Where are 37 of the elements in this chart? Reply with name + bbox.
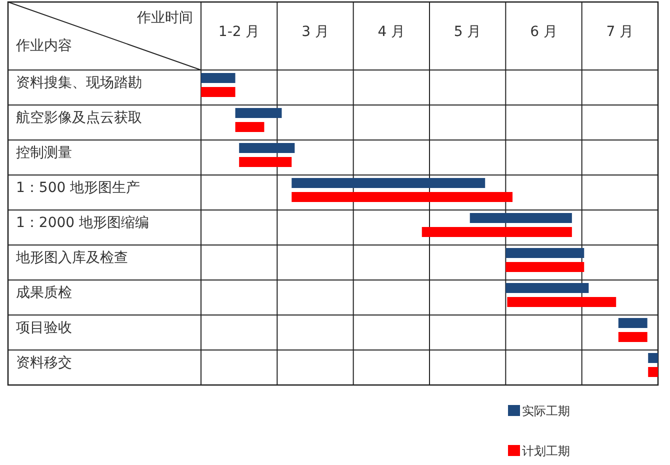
bar bbox=[239, 157, 292, 167]
bar bbox=[507, 297, 616, 307]
bar bbox=[618, 318, 648, 328]
bar bbox=[470, 213, 572, 223]
legend-label: 计划工期 bbox=[522, 444, 570, 458]
y-tick-label: 控制测量 bbox=[16, 145, 72, 161]
x-tick-label: 4 月 bbox=[378, 24, 406, 40]
bar bbox=[506, 262, 584, 272]
bar bbox=[506, 248, 584, 258]
bar bbox=[292, 192, 513, 202]
y-tick-label: 成果质检 bbox=[16, 285, 72, 301]
y-tick-label: 资料搜集、现场踏勘 bbox=[16, 75, 142, 91]
bar bbox=[422, 227, 572, 237]
y-tick-label: 1：500 地形图生产 bbox=[16, 180, 140, 196]
x-tick-label: 7 月 bbox=[606, 24, 634, 40]
bar bbox=[201, 87, 236, 97]
y-tick-label: 地形图入库及检查 bbox=[15, 250, 128, 266]
x-tick-label: 1-2 月 bbox=[218, 24, 260, 40]
x-tick-label: 5 月 bbox=[454, 24, 482, 40]
bar bbox=[235, 122, 264, 132]
y-tick-label: 项目验收 bbox=[16, 320, 72, 336]
legend-label: 实际工期 bbox=[522, 404, 570, 418]
bar bbox=[648, 353, 658, 363]
x-axis-title: 作业时间 bbox=[136, 10, 193, 26]
bar bbox=[239, 143, 295, 153]
bar bbox=[292, 178, 486, 188]
bar bbox=[618, 332, 648, 342]
y-tick-label: 1：2000 地形图缩编 bbox=[16, 215, 149, 231]
x-tick-label: 3 月 bbox=[302, 24, 329, 40]
bar bbox=[235, 108, 282, 118]
bar bbox=[201, 73, 236, 83]
bar bbox=[506, 283, 589, 293]
y-tick-label: 资料移交 bbox=[16, 355, 72, 371]
bar bbox=[648, 367, 658, 377]
y-tick-label: 航空影像及点云获取 bbox=[16, 110, 142, 126]
y-axis-title: 作业内容 bbox=[15, 38, 72, 54]
x-tick-label: 6 月 bbox=[530, 24, 558, 40]
